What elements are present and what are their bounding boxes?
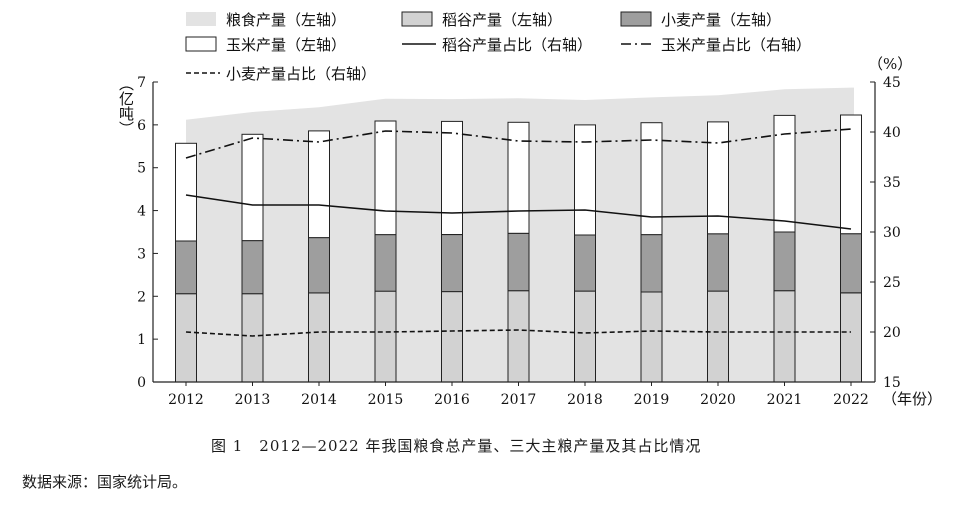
- bar-wheat-2016: [441, 234, 463, 293]
- right-tick-label: 45: [883, 75, 901, 91]
- bar-rice-2013: [241, 293, 264, 383]
- left-tick-label: 6: [137, 118, 146, 134]
- left-tick-label: 7: [137, 75, 146, 91]
- bar-corn-2012: [175, 142, 197, 242]
- bar-corn-2020: [707, 121, 729, 235]
- bar-corn-2017: [507, 121, 530, 234]
- right-tick-label: 30: [883, 225, 901, 241]
- x-tick-label: 2018: [567, 392, 603, 408]
- left-axis-label: （亿吨）: [117, 76, 135, 136]
- right-tick-label: 20: [883, 325, 901, 341]
- legend-swatch-2: [620, 11, 652, 27]
- x-tick-label: 2016: [434, 392, 470, 408]
- bar-rice-2021: [773, 290, 796, 383]
- bar-rice-2019: [640, 291, 663, 383]
- right-axis-label: （%）: [868, 55, 912, 73]
- left-tick-label: 0: [137, 375, 146, 391]
- bar-rice-2022: [840, 292, 862, 383]
- right-tick-label: 40: [883, 125, 901, 141]
- legend-swatch-0: [186, 12, 216, 26]
- legend-swatch-1: [401, 11, 433, 27]
- x-tick-label: 2012: [168, 392, 204, 408]
- left-tick-label: 5: [137, 161, 146, 177]
- bar-wheat-2019: [640, 234, 663, 293]
- x-tick-label: 2021: [767, 392, 803, 408]
- x-axis-label: （年份）: [882, 390, 942, 408]
- line-rice-share: [185, 194, 852, 230]
- x-tick-label: 2015: [368, 392, 404, 408]
- right-tick-label: 35: [883, 175, 901, 191]
- bar-wheat-2018: [574, 234, 596, 292]
- bar-wheat-2020: [707, 233, 729, 292]
- legend-label-2: 小麦产量（左轴）: [661, 11, 781, 29]
- bar-rice-2016: [441, 291, 463, 383]
- bar-corn-2016: [441, 120, 463, 235]
- bar-wheat-2022: [840, 233, 862, 294]
- left-tick-label: 3: [137, 246, 146, 262]
- bar-corn-2021: [773, 114, 796, 233]
- x-tick-label: 2019: [634, 392, 670, 408]
- bar-corn-2019: [640, 122, 663, 236]
- x-tick-label: 2013: [235, 392, 271, 408]
- legend-label-1: 稻谷产量（左轴）: [442, 11, 562, 29]
- right-tick-label: 15: [883, 375, 901, 391]
- bar-corn-2013: [241, 133, 264, 242]
- bar-rice-2015: [374, 290, 397, 383]
- bar-corn-2022: [840, 114, 862, 235]
- bar-corn-2014: [308, 130, 330, 239]
- bar-wheat-2017: [507, 232, 530, 292]
- figure-caption: 图 1 2012—2022 年我国粮食总产量、三大主粮产量及其占比情况: [211, 437, 702, 455]
- left-tick-label: 1: [137, 332, 146, 348]
- bar-rice-2018: [574, 290, 596, 383]
- bar-corn-2018: [574, 124, 596, 236]
- x-tick-label: 2017: [501, 392, 537, 408]
- bar-wheat-2014: [308, 237, 330, 294]
- legend-label-4: 稻谷产量占比（右轴）: [442, 36, 592, 54]
- x-tick-label: 2020: [700, 392, 736, 408]
- bar-wheat-2015: [374, 234, 397, 292]
- data-source-note: 数据来源：国家统计局。: [22, 473, 188, 491]
- bars-group: [175, 114, 862, 383]
- lines-group: [185, 128, 852, 337]
- bar-wheat-2012: [175, 240, 197, 295]
- legend-label-3: 玉米产量（左轴）: [226, 36, 346, 54]
- left-tick-label: 2: [137, 289, 146, 305]
- x-tick-label: 2022: [833, 392, 869, 408]
- legend-label-5: 玉米产量占比（右轴）: [661, 36, 811, 54]
- bar-rice-2017: [507, 290, 530, 383]
- left-tick-label: 4: [137, 204, 146, 220]
- legend-swatch-3: [185, 36, 217, 52]
- legend-label-6: 小麦产量占比（右轴）: [226, 65, 376, 83]
- bar-wheat-2013: [241, 240, 264, 295]
- bar-rice-2014: [308, 292, 330, 383]
- bar-rice-2012: [175, 293, 197, 383]
- bar-wheat-2021: [773, 231, 796, 292]
- bar-rice-2020: [707, 290, 729, 383]
- legend-label-0: 粮食产量（左轴）: [226, 11, 346, 29]
- line-wheat-share: [185, 329, 851, 337]
- bar-corn-2015: [374, 120, 397, 236]
- legend: 粮食产量（左轴） 稻谷产量（左轴） 小麦产量（左轴） 玉米产量（左轴） 稻谷产量占比（右…: [185, 11, 811, 83]
- x-tick-label: 2014: [301, 392, 337, 408]
- right-tick-label: 25: [883, 275, 901, 291]
